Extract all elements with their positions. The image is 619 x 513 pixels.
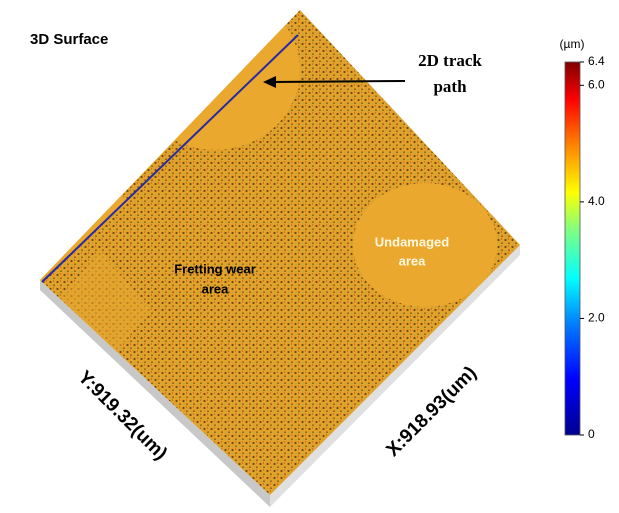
tick-label: 0 [588, 427, 595, 441]
colorbar: (µm) 0 2.0 4.0 6.0 6.4 [560, 37, 605, 441]
tick-label: 6.0 [588, 77, 605, 91]
colorbar-scale [565, 62, 580, 435]
annotation: Undamaged [375, 234, 449, 249]
colorbar-unit: (µm) [560, 37, 585, 51]
page: 3D Surface 2D track path Undamaged area … [0, 0, 619, 513]
annotation: 2D track [418, 51, 482, 70]
figure: 3D Surface 2D track path Undamaged area … [0, 0, 619, 513]
tick-label: 2.0 [588, 311, 605, 325]
annotation: Fretting wear [174, 261, 256, 276]
annotation: area [202, 281, 230, 296]
tick-label: 6.4 [588, 54, 605, 68]
annotation: path [433, 77, 467, 96]
title: 3D Surface [30, 31, 108, 48]
tick-label: 4.0 [588, 194, 605, 208]
annotation: area [399, 253, 427, 268]
